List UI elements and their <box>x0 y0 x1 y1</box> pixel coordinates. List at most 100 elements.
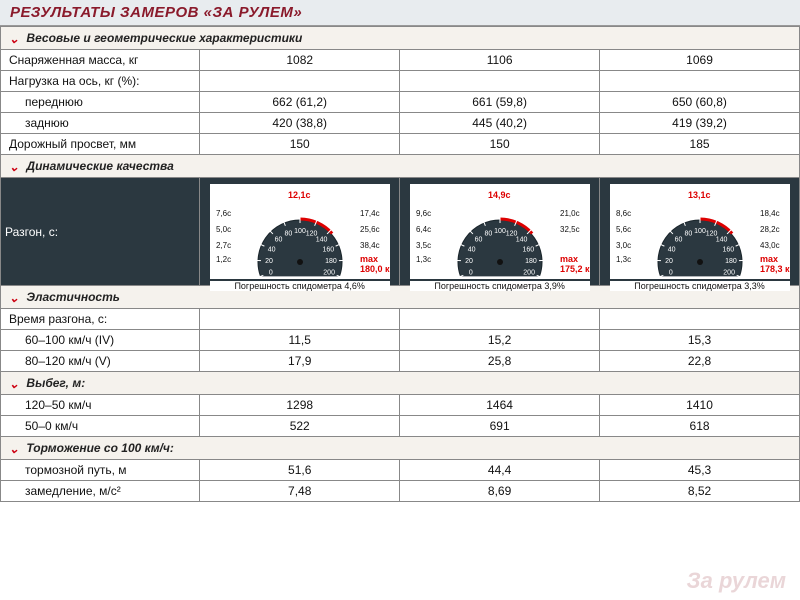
row-label: Снаряженная масса, кг <box>1 50 200 71</box>
svg-text:20: 20 <box>465 258 473 265</box>
cell <box>600 71 800 92</box>
cell: 8,52 <box>600 481 800 502</box>
svg-text:18,4с: 18,4с <box>760 209 780 218</box>
section-label: Динамические качества <box>26 159 173 173</box>
cell: 22,8 <box>600 351 800 372</box>
chevron-down-icon: ⌄ <box>9 442 19 456</box>
cell: 185 <box>600 134 800 155</box>
svg-text:max: max <box>360 254 378 264</box>
row-label: переднюю <box>1 92 200 113</box>
data-table: ⌄ Весовые и геометрические характеристик… <box>0 26 800 502</box>
row-label: 120–50 км/ч <box>1 395 200 416</box>
svg-text:1,3с: 1,3с <box>416 255 431 264</box>
svg-text:21,0с: 21,0с <box>560 209 580 218</box>
table-row: замедление, м/с² 7,48 8,69 8,52 <box>1 481 800 502</box>
svg-text:100: 100 <box>494 228 506 235</box>
svg-text:max: max <box>560 254 578 264</box>
cell: 150 <box>200 134 400 155</box>
section-label: Торможение со 100 км/ч: <box>26 441 174 455</box>
chevron-down-icon: ⌄ <box>9 377 19 391</box>
section-coast-header: ⌄ Выбег, м: <box>1 372 800 395</box>
svg-text:180: 180 <box>325 258 337 265</box>
svg-text:60: 60 <box>274 237 282 244</box>
cell: 1082 <box>200 50 400 71</box>
svg-text:60: 60 <box>474 237 482 244</box>
row-label: 50–0 км/ч <box>1 416 200 437</box>
svg-text:40: 40 <box>467 246 475 253</box>
cell: 15,3 <box>600 330 800 351</box>
svg-text:1,3с: 1,3с <box>616 255 631 264</box>
svg-text:5,6с: 5,6с <box>616 225 631 234</box>
section-dynamic-header: ⌄ Динамические качества <box>1 155 800 178</box>
cell: 15,2 <box>400 330 600 351</box>
svg-text:20: 20 <box>665 258 673 265</box>
svg-text:6,4с: 6,4с <box>416 225 431 234</box>
row-label: 80–120 км/ч (V) <box>1 351 200 372</box>
table-row: переднюю 662 (61,2) 661 (59,8) 650 (60,8… <box>1 92 800 113</box>
cell: 522 <box>200 416 400 437</box>
svg-text:40: 40 <box>667 246 675 253</box>
table-row: 60–100 км/ч (IV) 11,5 15,2 15,3 <box>1 330 800 351</box>
cell: 8,69 <box>400 481 600 502</box>
section-weight-header: ⌄ Весовые и геометрические характеристик… <box>1 27 800 50</box>
section-braking-header: ⌄ Торможение со 100 км/ч: <box>1 437 800 460</box>
cell: 419 (39,2) <box>600 113 800 134</box>
svg-text:180: 180 <box>525 258 537 265</box>
svg-text:140: 140 <box>515 237 527 244</box>
svg-text:3,0с: 3,0с <box>616 241 631 250</box>
row-label: заднюю <box>1 113 200 134</box>
cell: 7,48 <box>200 481 400 502</box>
row-label: 60–100 км/ч (IV) <box>1 330 200 351</box>
svg-text:0: 0 <box>269 270 273 277</box>
svg-text:160: 160 <box>522 246 534 253</box>
cell: 661 (59,8) <box>400 92 600 113</box>
cell: 1069 <box>600 50 800 71</box>
cell: 650 (60,8) <box>600 92 800 113</box>
row-label: Дорожный просвет, мм <box>1 134 200 155</box>
gauge-cell-0: 020406080100120140160180200 12,1с 1,2с2,… <box>200 178 400 286</box>
results-table: РЕЗУЛЬТАТЫ ЗАМЕРОВ «ЗА РУЛЕМ» ⌄ Весовые … <box>0 0 800 502</box>
gauge-row: Разгон, с: 020406080100120140160180200 1… <box>1 178 800 286</box>
svg-text:175,2 км/ч: 175,2 км/ч <box>560 264 590 274</box>
svg-text:60: 60 <box>674 237 682 244</box>
svg-text:3,5с: 3,5с <box>416 241 431 250</box>
svg-text:100: 100 <box>294 228 306 235</box>
svg-text:25,6с: 25,6с <box>360 225 380 234</box>
cell: 11,5 <box>200 330 400 351</box>
cell: 420 (38,8) <box>200 113 400 134</box>
svg-text:200: 200 <box>323 270 335 277</box>
svg-text:8,6с: 8,6с <box>616 209 631 218</box>
svg-text:160: 160 <box>722 246 734 253</box>
table-row: тормозной путь, м 51,6 44,4 45,3 <box>1 460 800 481</box>
cell: 662 (61,2) <box>200 92 400 113</box>
section-label: Весовые и геометрические характеристики <box>26 31 302 45</box>
svg-text:140: 140 <box>315 237 327 244</box>
cell: 1410 <box>600 395 800 416</box>
cell: 445 (40,2) <box>400 113 600 134</box>
svg-text:160: 160 <box>322 246 334 253</box>
row-label: Нагрузка на ось, кг (%): <box>1 71 200 92</box>
svg-text:180,0 км/ч: 180,0 км/ч <box>360 264 390 274</box>
table-row: 50–0 км/ч 522 691 618 <box>1 416 800 437</box>
svg-text:178,3 км/ч: 178,3 км/ч <box>760 264 790 274</box>
watermark: За рулем <box>687 568 787 594</box>
svg-text:28,2с: 28,2с <box>760 225 780 234</box>
svg-text:5,0с: 5,0с <box>216 225 231 234</box>
svg-text:38,4с: 38,4с <box>360 241 380 250</box>
row-label: Разгон, с: <box>1 178 200 286</box>
svg-text:43,0с: 43,0с <box>760 241 780 250</box>
svg-text:0: 0 <box>469 270 473 277</box>
cell: 44,4 <box>400 460 600 481</box>
table-row: Дорожный просвет, мм 150 150 185 <box>1 134 800 155</box>
gauge-cell-2: 020406080100120140160180200 13,1с 1,3с3,… <box>600 178 800 286</box>
chevron-down-icon: ⌄ <box>9 32 19 46</box>
chevron-down-icon: ⌄ <box>9 160 19 174</box>
cell: 25,8 <box>400 351 600 372</box>
table-row: заднюю 420 (38,8) 445 (40,2) 419 (39,2) <box>1 113 800 134</box>
svg-text:32,5с: 32,5с <box>560 225 580 234</box>
svg-text:14,9с: 14,9с <box>488 190 511 200</box>
cell <box>400 71 600 92</box>
svg-text:7,6с: 7,6с <box>216 209 231 218</box>
svg-text:1,2с: 1,2с <box>216 255 231 264</box>
svg-text:80: 80 <box>484 230 492 237</box>
